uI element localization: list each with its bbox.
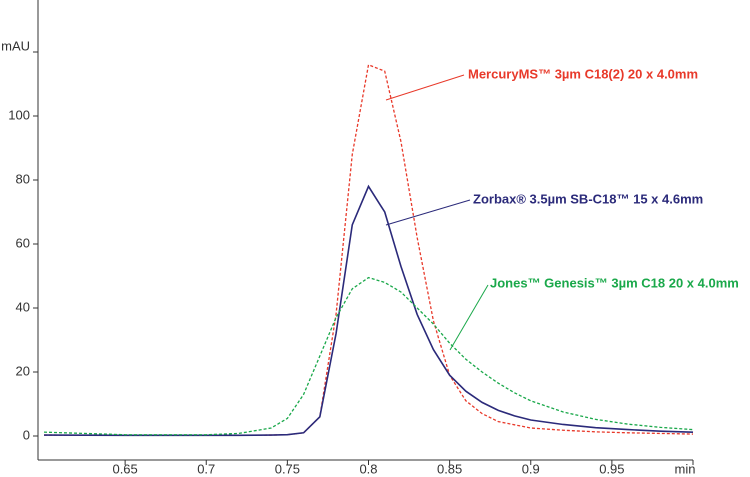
y-tick-label: 100 <box>8 107 30 122</box>
series-line <box>43 276 694 436</box>
y-tick-label: 0 <box>23 427 30 442</box>
series-label: Zorbax® 3.5µm SB-C18™ 15 x 4.6mm <box>473 191 703 206</box>
series-label: MercuryMS™ 3µm C18(2) 20 x 4.0mm <box>468 66 698 81</box>
series-line <box>43 63 694 437</box>
y-tick-label: 80 <box>16 171 30 186</box>
series-label: Jones™ Genesis™ 3µm C18 20 x 4.0mm <box>490 275 739 290</box>
y-tick-label: 60 <box>16 235 30 250</box>
x-tick-label: 0.8 <box>359 461 377 476</box>
y-tick-label: mAU <box>1 38 30 53</box>
x-tick-label: 0.65 <box>112 461 137 476</box>
x-tick-label: 0.7 <box>197 461 215 476</box>
leader-line <box>449 284 489 351</box>
y-tick-label: 20 <box>16 363 30 378</box>
leader-line <box>385 199 471 226</box>
series-line <box>43 184 694 437</box>
x-tick-label: 0.95 <box>599 461 624 476</box>
x-tick-label: min <box>675 461 696 476</box>
x-tick-label: 0.9 <box>522 461 540 476</box>
x-tick-label: 0.85 <box>437 461 462 476</box>
leader-line <box>385 74 465 101</box>
y-tick-label: 40 <box>16 299 30 314</box>
x-tick-label: 0.75 <box>275 461 300 476</box>
